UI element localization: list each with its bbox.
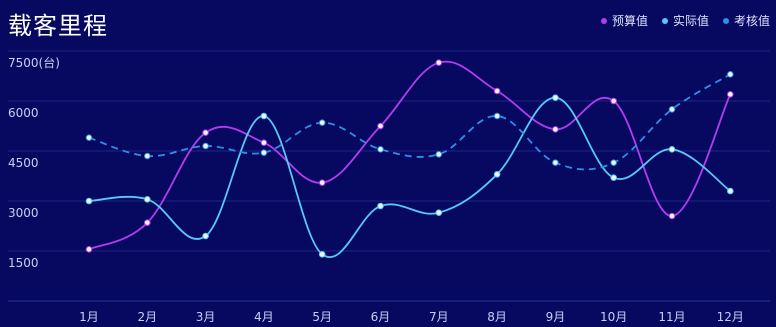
series-1-point-1: [85, 246, 93, 253]
legend-marker-3: [722, 17, 729, 24]
x-tick-label-11: 11月: [658, 310, 685, 324]
x-tick-label-12: 12月: [717, 310, 744, 324]
series-2-point-8: [493, 171, 501, 178]
series-2-point-10: [610, 174, 618, 181]
y-tick-label-4500: 4500: [8, 156, 39, 170]
series-3-point-12: [727, 71, 734, 78]
y-tick-label-6000: 6000: [8, 106, 39, 120]
legend-item-1[interactable]: 预算值: [600, 12, 648, 29]
legend-marker-1: [600, 17, 607, 24]
series-3-point-9: [552, 159, 559, 166]
series-2-point-9: [552, 94, 559, 101]
series-2-point-2: [144, 196, 151, 203]
series-3-point-10: [610, 159, 618, 166]
legend-marker-2: [661, 17, 668, 24]
series-2-point-7: [435, 209, 443, 216]
chart-title: 载客里程: [8, 12, 108, 40]
series-2-point-3: [202, 232, 209, 240]
series-2-point-1: [85, 197, 93, 205]
series-1-point-9: [552, 126, 559, 133]
y-tick-label-1500: 1500: [8, 256, 39, 270]
x-tick-label-2: 2月: [137, 310, 157, 324]
series-2-point-11: [668, 146, 676, 153]
x-tick-label-10: 10月: [600, 310, 627, 324]
series-3-point-6: [377, 146, 384, 153]
y-tick-label-7500: 7500(台): [8, 55, 60, 70]
series-2-point-5: [318, 251, 326, 258]
series-2-point-6: [377, 202, 384, 210]
series-3-point-7: [435, 151, 443, 158]
series-3-point-11: [668, 106, 676, 113]
legend-item-3[interactable]: 考核值: [722, 12, 770, 29]
legend-label-1: 预算值: [611, 14, 648, 28]
series-1-point-4: [260, 139, 268, 146]
legend-label-3: 考核值: [733, 14, 770, 28]
legend-item-2[interactable]: 实际值: [661, 12, 709, 29]
series-1-point-6: [377, 122, 384, 130]
legend: 预算值 实际值 考核值: [600, 12, 770, 29]
series-2-point-12: [727, 187, 734, 195]
series-1-point-8: [493, 87, 501, 95]
series-1-point-12: [727, 91, 734, 98]
x-tick-label-4: 4月: [254, 310, 274, 324]
series-3-point-2: [144, 152, 151, 160]
x-tick-label-7: 7月: [429, 310, 449, 324]
x-tick-label-9: 9月: [546, 310, 566, 324]
series-1-point-11: [668, 212, 676, 220]
series-3-point-8: [493, 112, 501, 120]
series-1-point-2: [144, 219, 151, 226]
legend-label-2: 实际值: [672, 14, 709, 28]
series-3-point-5: [318, 119, 326, 126]
x-tick-label-1: 1月: [79, 310, 99, 324]
series-3-point-1: [85, 134, 93, 141]
series-2-point-4: [260, 112, 268, 120]
series-line-2: [88, 96, 731, 258]
series-3-point-4: [260, 149, 268, 156]
x-tick-label-5: 5月: [312, 310, 332, 324]
x-tick-label-6: 6月: [371, 310, 391, 324]
series-1-point-5: [318, 179, 326, 186]
series-1-point-10: [610, 97, 618, 105]
series-line-1: [88, 60, 732, 251]
y-tick-label-3000: 3000: [8, 206, 39, 220]
series-1-point-7: [435, 59, 443, 66]
x-tick-label-3: 3月: [196, 310, 216, 324]
series-1-point-3: [202, 129, 209, 136]
series-3-point-3: [202, 142, 209, 150]
x-tick-label-8: 8月: [487, 310, 507, 324]
